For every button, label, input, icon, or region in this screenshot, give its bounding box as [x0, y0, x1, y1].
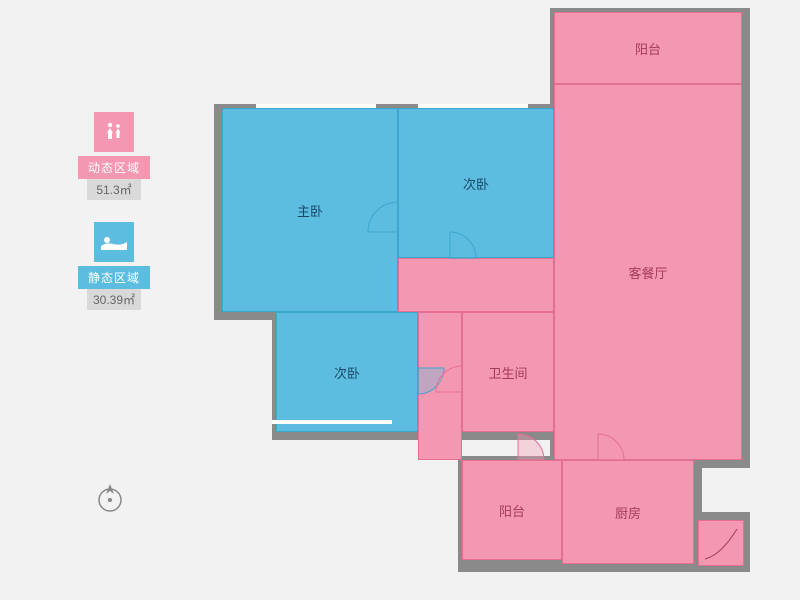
compass-icon	[92, 480, 128, 516]
window	[272, 420, 392, 424]
room-label-second-bed-1: 次卧	[463, 174, 489, 193]
room-bathroom: 卫生间	[462, 312, 554, 432]
room-balcony-top: 阳台	[554, 12, 742, 84]
room-label-kitchen: 厨房	[615, 503, 641, 522]
room-label-second-bed-2: 次卧	[334, 363, 360, 382]
room-master-bed: 主卧	[222, 108, 398, 312]
window	[256, 104, 376, 108]
room-second-bed-2: 次卧	[276, 312, 418, 432]
legend-dynamic-value: 51.3㎡	[87, 179, 141, 200]
room-label-bathroom: 卫生间	[488, 363, 527, 382]
room-label-balcony-bot: 阳台	[499, 501, 525, 520]
room-label-master-bed: 主卧	[297, 201, 323, 220]
room-label-balcony-top: 阳台	[635, 39, 661, 58]
legend-dynamic: 动态区域 51.3㎡	[78, 112, 150, 200]
legend: 动态区域 51.3㎡ 静态区域 30.39㎡	[78, 112, 150, 332]
room-balcony-bot: 阳台	[462, 460, 562, 560]
room-living-dining: 客餐厅	[554, 84, 742, 460]
room-corridor	[398, 258, 554, 312]
legend-static-label: 静态区域	[78, 266, 150, 289]
legend-static: 静态区域 30.39㎡	[78, 222, 150, 310]
window	[418, 104, 528, 108]
room-second-bed-1: 次卧	[398, 108, 554, 258]
legend-static-value: 30.39㎡	[87, 289, 141, 310]
room-kitchen: 厨房	[562, 460, 694, 564]
legend-dynamic-label: 动态区域	[78, 156, 150, 179]
room-label-living-dining: 客餐厅	[628, 263, 667, 282]
floorplan: 阳台客餐厅主卧次卧次卧卫生间厨房阳台	[218, 12, 762, 576]
people-icon	[94, 112, 134, 152]
room-corridor2	[418, 312, 462, 460]
sleep-icon	[94, 222, 134, 262]
entry-marker	[698, 520, 744, 566]
